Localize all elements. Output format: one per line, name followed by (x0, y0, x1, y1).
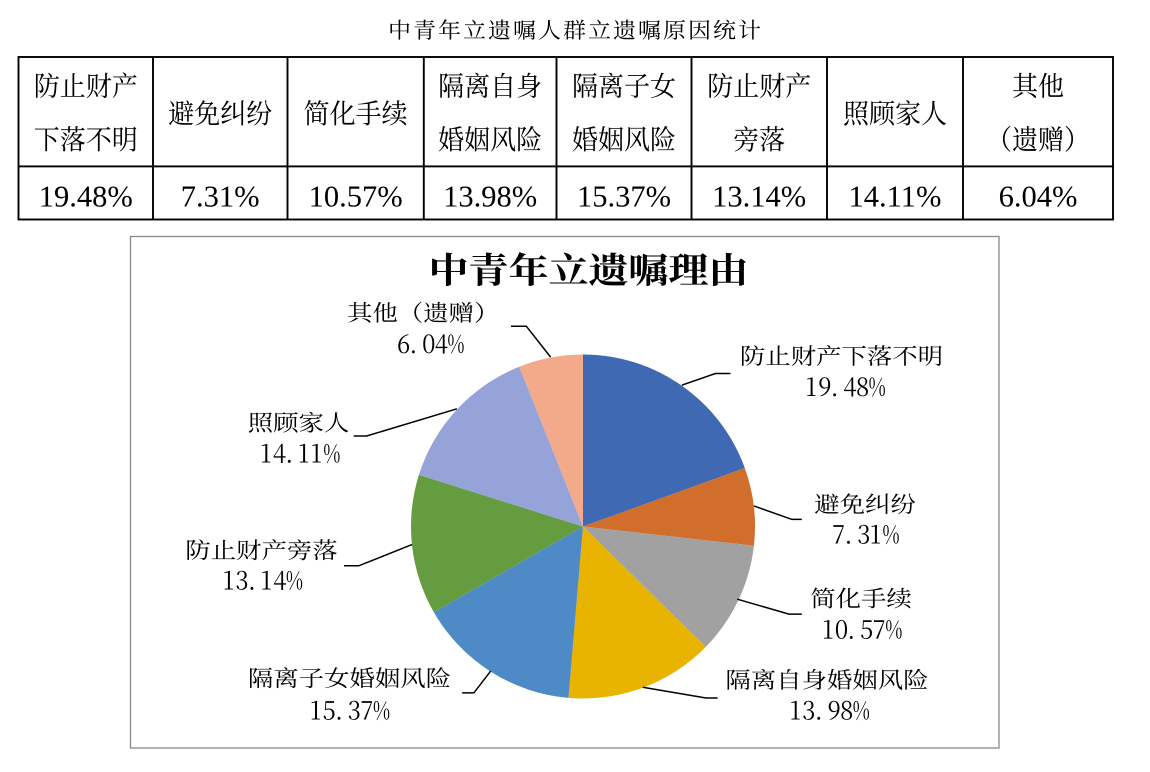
svg-text:7.31%: 7.31% (181, 180, 260, 214)
svg-text:15.37%: 15.37% (577, 180, 671, 214)
svg-text:13.98%: 13.98% (443, 180, 537, 214)
svg-text:14.11%: 14.11% (849, 180, 942, 214)
svg-text:19.48%: 19.48% (39, 180, 133, 214)
svg-text:10.57%: 10.57% (309, 180, 403, 214)
svg-text:6.04%: 6.04% (999, 180, 1078, 214)
svg-text:13.14%: 13.14% (712, 180, 806, 214)
